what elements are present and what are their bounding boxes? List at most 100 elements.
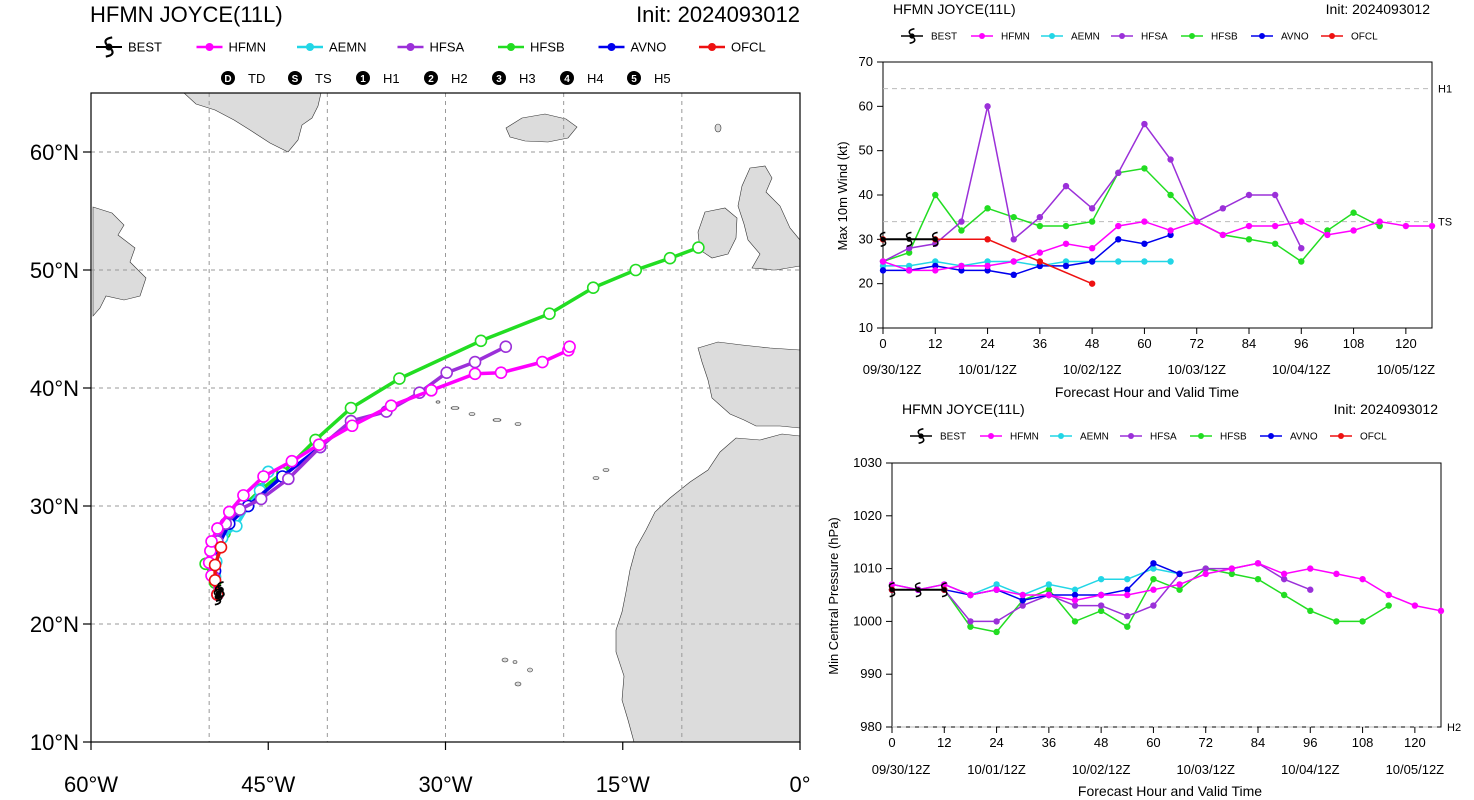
wind-legend-hurricane-icon	[908, 28, 916, 44]
track-point-hfmn	[257, 470, 270, 483]
wind-xlabel: Forecast Hour and Valid Time	[1055, 384, 1239, 400]
pressure-point-hfsa	[1150, 602, 1157, 609]
wind-xtick-label: 48	[1085, 336, 1099, 351]
track-init: Init: 2024093012	[636, 2, 800, 27]
wind-point-aemn	[984, 258, 991, 265]
track-point-hfsb	[543, 307, 556, 320]
track-point-hfmn	[536, 355, 549, 369]
lat-tick-label: 10°N	[30, 730, 79, 755]
wind-point-avno	[1115, 236, 1122, 243]
wind-point-avno	[879, 267, 887, 274]
wind-ytick-label: 50	[859, 143, 873, 158]
pressure-xtick-label: 84	[1251, 735, 1265, 750]
pressure-point-best	[940, 582, 948, 598]
pressure-point-avno	[1176, 570, 1183, 578]
pressure-point-hfsa	[1124, 612, 1131, 620]
wind-ytick-label: 10	[859, 320, 873, 335]
wind-legend-label: BEST	[931, 32, 957, 43]
pressure-ylabel: Min Central Pressure (hPa)	[826, 517, 841, 675]
wind-point-hfsb	[1036, 222, 1044, 230]
intensity-symbol	[221, 71, 235, 85]
wind-init: Init: 2024093012	[1326, 1, 1431, 17]
wind-legend-aemn: AEMN	[1041, 32, 1100, 43]
wind-point-aemn	[1167, 258, 1174, 265]
wind-xtick-label: 108	[1343, 336, 1365, 351]
map-grid	[91, 93, 800, 742]
pressure-point-hfmn	[1176, 581, 1183, 588]
wind-xtick-label: 84	[1242, 336, 1256, 351]
wind-point-avno	[1088, 258, 1096, 265]
wind-point-aemn	[905, 262, 913, 270]
wind-point-hfmn	[1115, 222, 1122, 230]
wind-point-ofcl	[1088, 280, 1096, 287]
lat-tick-label: 20°N	[30, 612, 79, 637]
track-legend: BEST HFMN AEMN HFSA HFSB AVNO OFCL	[96, 36, 766, 58]
track-point-hfsa	[282, 472, 295, 486]
wind-point-hfsb	[905, 249, 913, 256]
pressure-xlabel: Forecast Hour and Valid Time	[1078, 783, 1262, 799]
lon-tick-label: 0°	[789, 772, 810, 797]
wind-point-hfsb	[958, 227, 965, 234]
wind-point-hfmn	[879, 258, 887, 265]
wind-point-hfsa	[1298, 245, 1305, 252]
pressure-point-hfmn	[1124, 591, 1131, 599]
wind-xtick-label: 36	[1033, 336, 1047, 351]
wind-point-hfmn	[1350, 227, 1357, 234]
pressure-point-hfsa	[1280, 575, 1288, 583]
track-point-hfmn	[211, 522, 224, 535]
track-point-hfmn	[563, 340, 576, 354]
wind-date-label: 10/03/12Z	[1167, 362, 1226, 377]
pressure-legend-ofcl: OFCL	[1330, 432, 1387, 443]
ireland-land	[697, 207, 738, 259]
wind-point-best	[905, 231, 913, 247]
wind-point-hfmn	[905, 267, 913, 274]
intensity-legend-h4: 4 H4	[560, 71, 604, 86]
wind-point-hfmn	[1298, 218, 1305, 225]
pressure-title: HFMN JOYCE(11L)	[902, 401, 1025, 417]
wind-legend-label: HFSA	[1141, 32, 1168, 43]
pressure-legend-marker	[1058, 433, 1064, 439]
pressure-point-hfmn	[1280, 570, 1288, 578]
wind-point-hfsb	[1245, 236, 1253, 243]
wind-legend-label: HFSB	[1211, 32, 1238, 43]
wind-legend-label: AVNO	[1281, 32, 1309, 43]
track-point-hfmn	[384, 399, 398, 413]
legend-label-hfsa: HFSA	[430, 40, 465, 55]
legend-avno: AVNO	[598, 40, 666, 55]
wind-point-hfmn	[1193, 218, 1200, 225]
africa-land	[615, 433, 800, 742]
lon-tick-label: 30°W	[418, 772, 472, 797]
track-map-panel: HFMN JOYCE(11L) Init: 2024093012 BEST HFM…	[30, 2, 811, 797]
track-point-hfsb	[344, 401, 358, 415]
intensity-symbol-letter: 1	[360, 74, 366, 85]
pressure-chart-panel: HFMN JOYCE(11L) Init: 2024093012 BEST HFM…	[826, 401, 1461, 799]
wind-ylabel: Max 10m Wind (kt)	[835, 141, 850, 250]
legend-ofcl: OFCL	[699, 40, 766, 55]
track-point-hfmn	[494, 366, 508, 379]
wind-point-hfsb	[1271, 240, 1279, 247]
wind-point-hfsa	[1010, 236, 1017, 243]
wind-point-aemn	[1115, 258, 1122, 265]
pressure-legend-label: HFMN	[1010, 432, 1039, 443]
intensity-symbol-letter: 4	[564, 74, 570, 85]
intensity-legend-h3: 3 H3	[492, 71, 536, 86]
wind-ref-label: TS	[1438, 217, 1452, 229]
pressure-point-hfmn	[1254, 560, 1262, 567]
pressure-legend-label: OFCL	[1360, 432, 1387, 443]
pressure-legend-best: BEST	[910, 428, 966, 444]
pressure-point-hfsb	[1124, 623, 1131, 630]
pressure-point-hfmn	[1437, 607, 1445, 615]
intensity-symbol-letter: D	[224, 74, 231, 85]
pressure-point-avno	[1019, 597, 1026, 604]
track-point-hfsb	[393, 372, 406, 385]
wind-ytick-label: 70	[859, 54, 873, 69]
track-point-hfsb	[663, 251, 677, 265]
wind-point-hfsb	[1062, 222, 1070, 230]
pressure-legend-label: BEST	[940, 432, 966, 443]
track-point-ofcl	[208, 558, 222, 572]
legend-best: BEST	[96, 36, 162, 58]
pressure-point-best	[888, 582, 896, 598]
pressure-date-label: 10/04/12Z	[1281, 762, 1340, 777]
wind-point-hfsb	[1167, 191, 1174, 199]
